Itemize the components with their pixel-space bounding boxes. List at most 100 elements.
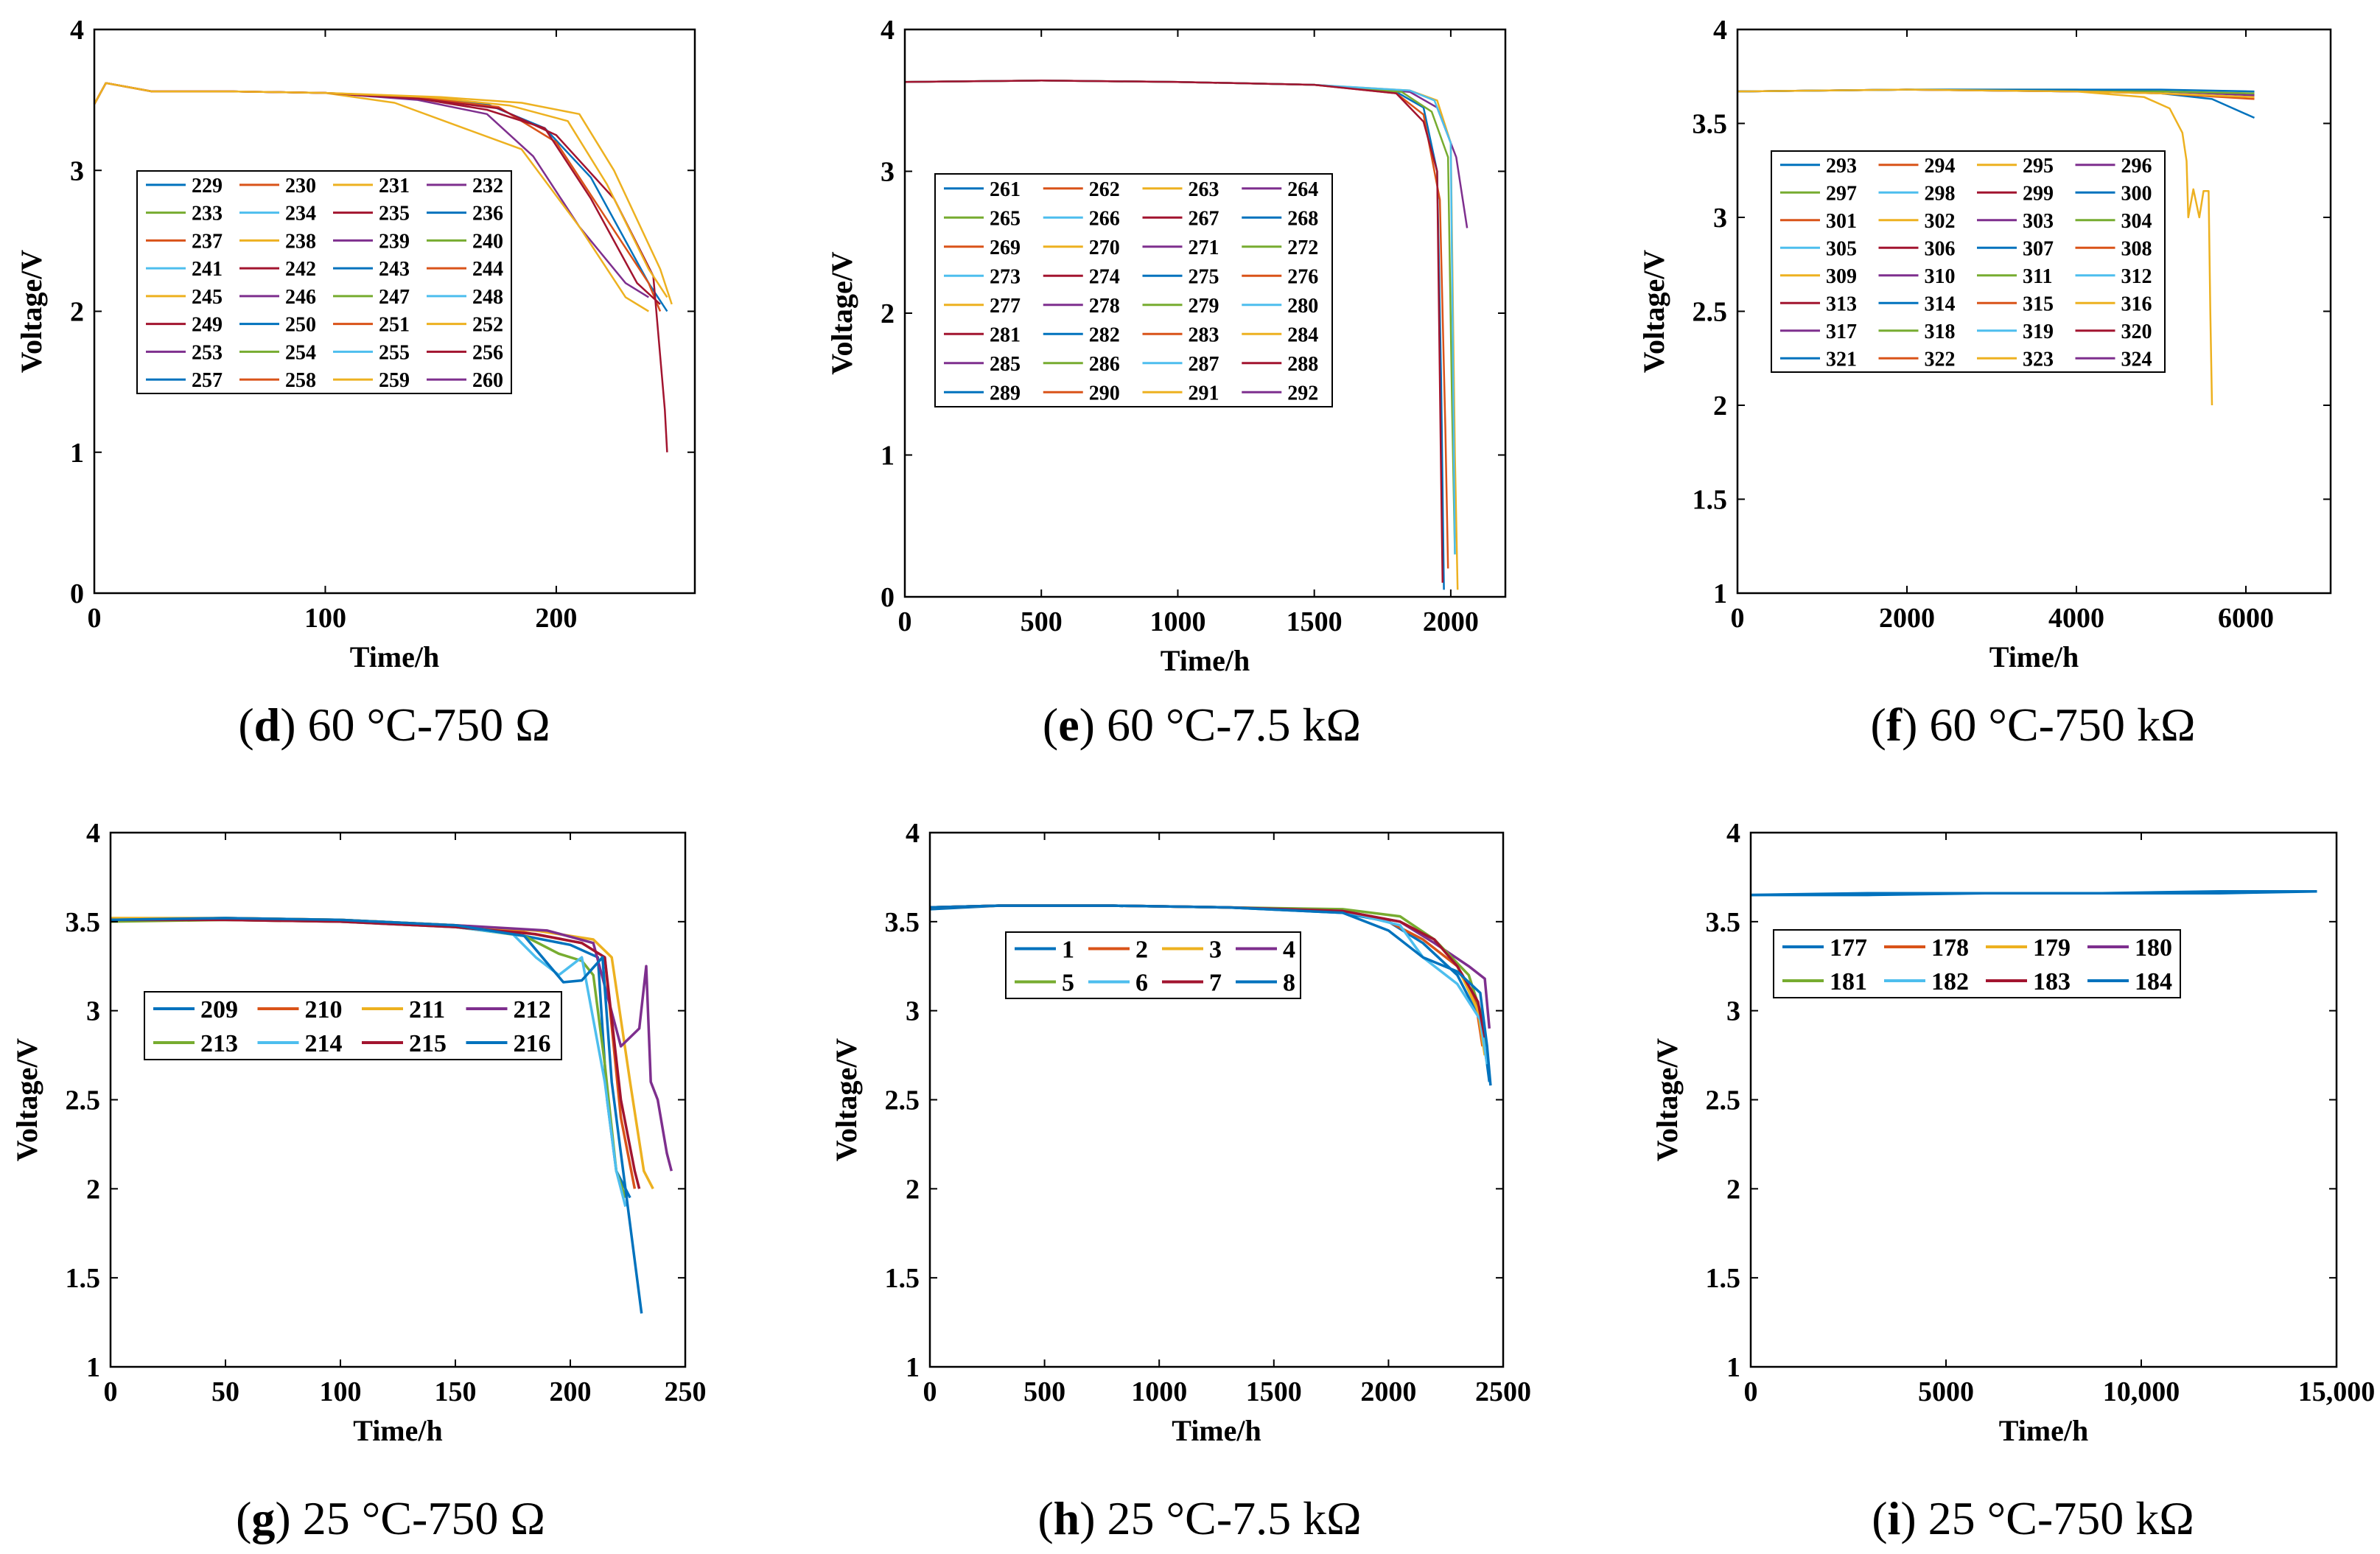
caption-letter: e — [1058, 699, 1079, 751]
y-tick-label: 2 — [881, 298, 895, 329]
legend-box — [144, 991, 562, 1060]
x-tick-label: 250 — [665, 1376, 707, 1407]
legend-entry: 301 — [1826, 210, 1857, 233]
legend-entry: 302 — [1925, 210, 1956, 233]
legend-entry: 319 — [2023, 321, 2054, 343]
legend-entry: 213 — [200, 1030, 238, 1057]
legend-entry: 303 — [2023, 210, 2054, 233]
legend-entry: 285 — [990, 353, 1021, 376]
caption-paren-open: ( — [1872, 1492, 1887, 1544]
panel-h: 0 500 1000 1500 2000 2500 1 1.5 2 2.5 3 3.5 4 Time/h V… — [830, 818, 1531, 1544]
x-tick-label: 1000 — [1149, 606, 1205, 637]
legend-entry: 254 — [285, 341, 316, 364]
legend-entry: 247 — [379, 286, 410, 309]
legend-entry: 255 — [379, 341, 410, 364]
legend-entry: 214 — [305, 1030, 343, 1057]
y-tick-label: 2 — [70, 297, 84, 328]
x-tick-label: 6000 — [2218, 603, 2274, 634]
legend: 293 294 295 296 297 298 299 300 301 302 303 304 305 3… — [1771, 150, 2166, 373]
legend-entry: 297 — [1826, 182, 1857, 205]
legend-entry: 278 — [1089, 295, 1120, 318]
legend-entry: 233 — [192, 203, 223, 225]
series-group — [110, 917, 673, 1314]
legend-entry: 239 — [379, 230, 410, 253]
series-line-8 — [929, 904, 1492, 1086]
legend-entry: 245 — [192, 286, 223, 309]
x-tick-label: 0 — [104, 1376, 118, 1407]
y-tick-label: 4 — [1713, 15, 1727, 46]
x-tick-label: 0 — [898, 606, 912, 637]
legend-entry: 266 — [1089, 207, 1120, 230]
legend-entry: 298 — [1925, 182, 1956, 205]
x-tick-label: 100 — [304, 603, 346, 634]
x-tick-label: 5000 — [1918, 1376, 1974, 1407]
legend-entry: 273 — [990, 265, 1021, 288]
legend-entry: 290 — [1089, 382, 1120, 405]
legend: 229 230 231 232 233 234 235 236 237 238 239 240 241 2… — [136, 170, 512, 394]
y-tick-label: 1 — [70, 438, 84, 469]
x-axis-label: Time/h — [1989, 640, 2079, 673]
y-tick-label: 2 — [86, 1174, 100, 1205]
legend-entry: 318 — [1925, 321, 1956, 343]
legend-entry: 269 — [990, 237, 1021, 259]
legend-entry: 249 — [192, 314, 223, 337]
caption-letter: f — [1886, 699, 1903, 751]
legend-entry: 268 — [1287, 207, 1318, 230]
legend-entry: 306 — [1925, 237, 1956, 260]
legend-entry: 244 — [472, 258, 503, 281]
y-tick-label: 1 — [86, 1352, 100, 1383]
legend-entry: 287 — [1189, 353, 1219, 376]
x-tick-label: 2000 — [1360, 1376, 1416, 1407]
caption-letter: h — [1054, 1492, 1080, 1544]
legend-entry: 261 — [990, 178, 1021, 201]
y-tick-label: 4 — [70, 15, 84, 46]
legend-entry: 246 — [285, 286, 316, 309]
legend-entry: 260 — [472, 369, 503, 392]
y-axis-label: Voltage/V — [830, 1038, 863, 1162]
plot-frame — [1749, 831, 2338, 1368]
caption-text: ) 25 °C-750 kΩ — [1900, 1492, 2194, 1544]
y-tick-label: 1.5 — [1693, 485, 1728, 516]
x-tick-label: 100 — [320, 1376, 362, 1407]
y-tick-label: 0 — [881, 582, 895, 613]
legend-entry: 243 — [379, 258, 410, 281]
y-tick-label: 1 — [881, 441, 895, 472]
x-tick-label: 10,000 — [2103, 1376, 2180, 1407]
x-tick-label: 1500 — [1246, 1376, 1302, 1407]
legend-entry: 250 — [285, 314, 316, 337]
legend-entry: 215 — [409, 1030, 447, 1057]
legend-entry: 291 — [1189, 382, 1219, 405]
series-line-184 — [1750, 890, 2317, 897]
caption-letter: g — [251, 1492, 275, 1544]
y-tick-label: 3.5 — [1693, 109, 1728, 140]
legend-entry: 209 — [200, 996, 238, 1023]
legend-entry: 229 — [192, 175, 223, 197]
x-tick-label: 50 — [211, 1376, 239, 1407]
y-tick-label: 3 — [70, 155, 84, 186]
legend-entry: 231 — [379, 175, 410, 197]
series-line-216 — [110, 917, 643, 1314]
legend-entry: 212 — [514, 996, 551, 1023]
legend-entry: 309 — [1826, 265, 1857, 288]
y-tick-label: 0 — [70, 578, 84, 609]
x-tick-label: 500 — [1021, 606, 1063, 637]
legend-entry: 293 — [1826, 155, 1857, 178]
caption-letter: d — [254, 699, 281, 751]
legend-entry: 286 — [1089, 353, 1120, 376]
y-tick-label: 2.5 — [885, 1085, 920, 1116]
legend-entry: 265 — [990, 207, 1021, 230]
legend-entry: 8 — [1283, 970, 1295, 997]
legend-entry: 262 — [1089, 178, 1120, 201]
legend-box — [1773, 929, 2181, 998]
legend-entry: 248 — [472, 286, 503, 309]
legend-entry: 296 — [2121, 155, 2152, 178]
legend-entry: 317 — [1826, 321, 1857, 343]
legend-entry: 320 — [2121, 321, 2152, 343]
caption-paren-open: ( — [1043, 699, 1058, 751]
y-tick-label: 3 — [1726, 996, 1740, 1027]
legend-entry: 179 — [2033, 934, 2071, 962]
x-axis-label: Time/h — [350, 640, 440, 673]
legend-entry: 184 — [2135, 968, 2172, 995]
